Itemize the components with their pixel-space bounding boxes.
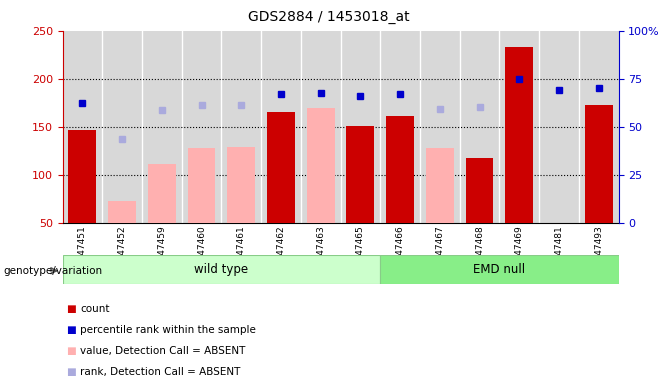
Bar: [579, 31, 619, 223]
Text: EMD null: EMD null: [473, 263, 526, 276]
Text: ■: ■: [66, 304, 76, 314]
Bar: [426, 148, 454, 223]
Bar: [221, 31, 261, 223]
Bar: [261, 31, 301, 223]
Text: ■: ■: [66, 346, 76, 356]
Text: wild type: wild type: [194, 263, 249, 276]
Bar: [148, 164, 176, 223]
Bar: [466, 159, 494, 223]
Text: GDS2884 / 1453018_at: GDS2884 / 1453018_at: [248, 10, 410, 23]
Bar: [585, 104, 613, 223]
Text: percentile rank within the sample: percentile rank within the sample: [80, 325, 256, 335]
Bar: [267, 113, 295, 223]
Bar: [347, 126, 374, 223]
Bar: [386, 116, 414, 223]
Bar: [499, 31, 539, 223]
Bar: [505, 47, 533, 223]
Bar: [307, 109, 334, 223]
Bar: [108, 200, 136, 223]
Bar: [102, 31, 142, 223]
Text: ■: ■: [66, 367, 76, 377]
Bar: [539, 31, 579, 223]
Text: rank, Detection Call = ABSENT: rank, Detection Call = ABSENT: [80, 367, 241, 377]
Bar: [182, 31, 221, 223]
Bar: [227, 147, 255, 223]
Text: genotype/variation: genotype/variation: [3, 266, 103, 276]
Bar: [341, 31, 380, 223]
Bar: [63, 31, 102, 223]
Text: value, Detection Call = ABSENT: value, Detection Call = ABSENT: [80, 346, 245, 356]
Bar: [68, 130, 96, 223]
Bar: [301, 31, 340, 223]
Bar: [460, 31, 499, 223]
Bar: [188, 148, 215, 223]
Bar: [63, 255, 380, 284]
Text: ■: ■: [66, 325, 76, 335]
Bar: [142, 31, 182, 223]
Bar: [420, 31, 460, 223]
Bar: [380, 31, 420, 223]
Text: count: count: [80, 304, 110, 314]
Bar: [380, 255, 619, 284]
